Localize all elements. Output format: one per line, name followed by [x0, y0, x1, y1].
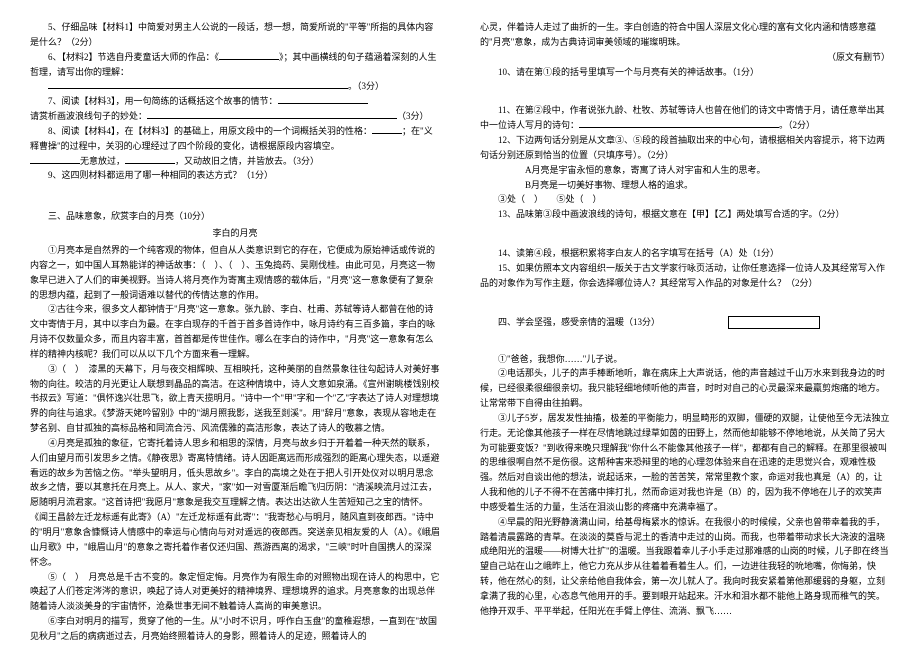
- article-title: 李白的月亮: [30, 226, 440, 241]
- q12a: A月亮是宇宙永恒的意象，寄寓了诗人对宇宙和人生的思考。: [480, 163, 890, 178]
- p4-1: ①"爸爸，我想你……"儿子说。: [480, 352, 890, 367]
- q15: 15、如果仿照本文内容组织一版关于古文学家行咏页活动，让你任意选择一位诗人及其经…: [480, 261, 890, 291]
- p6: ⑥李白对明月的描写，贯穿了他的一生。从"小时不识月，呼作白玉盘"的童稚遐想，一直…: [30, 614, 440, 644]
- q12c: ③处（ ） ⑤处（ ）: [480, 192, 890, 207]
- q9: 9、这四则材料都运用了哪一种相同的表达方式？（1分）: [30, 168, 440, 183]
- q6-line: 。（3分）: [30, 79, 440, 94]
- section4-title: 四、学会坚强，感受亲情的温暖（13分）: [480, 315, 890, 330]
- p-continue: 心灵，伴着诗人走过了曲折的一生。李白创造的符合中国人深层文化心理的富有文化内涵和…: [480, 20, 890, 50]
- right-column: 心灵，伴着诗人走过了曲折的一生。李白创造的符合中国人深层文化心理的富有文化内涵和…: [480, 20, 890, 630]
- q7b: 请赏析画波浪线句子的妙处：（3分）: [30, 109, 440, 124]
- p4-2: ②电话那头，儿子的声手棒断地听，靠在病床上大声说话，他的声音越过千山万水来到我身…: [480, 366, 890, 411]
- p5: ⑤（ ） 月亮总是千古不变的。象定恒定悔。月亮作为有限生命的对照物出现在诗人的构…: [30, 570, 440, 615]
- answer-box: [728, 316, 820, 329]
- p3: ③（ ） 漆黑的天幕下，月与夜交相辉映、互相映托，这种美丽的自然景象往往勾起诗人…: [30, 362, 440, 436]
- q6: 6、【材料2】节选自丹麦童话大师的作品：《》；其中画横线的句子蕴涵着深刻的人生哲…: [30, 50, 440, 80]
- q14: 14、读第④段，根据积累将李白友人的名字填写在括号（A）处（1分）: [480, 246, 890, 261]
- p2: ②古往今来，很多文人都钟情于"月亮"这一意象。张九龄、李白、杜甫、苏轼等诗人都曾…: [30, 302, 440, 361]
- q8a: 8、阅读【材料4】，在【材料3】的基础上，用原文段中的一个词概括关羽的性格：；在…: [30, 124, 440, 154]
- q10: 10、请在第①段的括号里填写一个与月亮有关的神话故事。（1分）: [480, 65, 890, 80]
- p4-4: ④早晨的阳光野静滴满山间，给基母梅紧水的惊诉。在我很小的时候候，父亲也曾带幸着我…: [480, 515, 890, 619]
- q8c: 无意放过，，又动故旧之情，并皆放去。（3分）: [30, 154, 440, 169]
- q11: 11、在第②段中，作者说张九龄、杜牧、苏轼等诗人也曾在他们的诗文中寄情于月，请任…: [480, 103, 890, 133]
- q12b: B月亮是一切美好事物、理想人格的追求。: [480, 178, 890, 193]
- q5: 5、仔细品味【材料1】中简爱对男主人公说的一段话，想一想，简爱所说的"平等"所指…: [30, 20, 440, 50]
- origin-note: （原文有删节）: [480, 50, 890, 65]
- p1: ①月亮本是自然界的一个纯客观的物体，但自从人类意识到它的存在，它便成为原始神话或…: [30, 243, 440, 302]
- left-column: 5、仔细品味【材料1】中简爱对男主人公说的一段话，想一想，简爱所说的"平等"所指…: [30, 20, 440, 630]
- p4-3: ③儿子5岁，居发发性抽搐，极差的平衡能力，明显畸形的双脚，僵硬的双腿，让使他至今…: [480, 411, 890, 515]
- q7a: 7、阅读【材料3】，用一句简练的话概括这个故事的情节：: [30, 94, 440, 109]
- p4: ④月亮是孤独的象征，它寄托着诗人思乡和相思的深情，月亮与故乡归于开着着一种天然的…: [30, 436, 440, 570]
- q13: 13、品味第③段中画波浪线的诗句，根据文意在【甲】【乙】两处填写合适的字。（2分…: [480, 207, 890, 222]
- section3-title: 三、品味意象，欣赏李白的月亮（10分）: [30, 209, 440, 224]
- q12: 12、下边两句话分别是从文章③、⑤段的段首抽取出来的中心句，请根据相关内容提示，…: [480, 133, 890, 163]
